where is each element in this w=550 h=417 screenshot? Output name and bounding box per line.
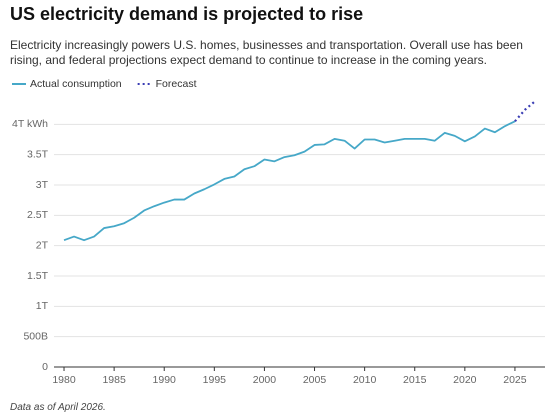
x-tick-label: 2025 (503, 374, 527, 386)
x-tick-label: 2000 (253, 374, 277, 386)
y-tick-label: 500B (23, 330, 48, 342)
x-tick-label: 1990 (153, 374, 177, 386)
x-tick-label: 2005 (303, 374, 327, 386)
x-tick-label: 2010 (353, 374, 377, 386)
chart-title: US electricity demand is projected to ri… (10, 4, 364, 24)
data-line (514, 100, 536, 123)
data-line (63, 120, 516, 242)
y-tick-label: 1.5T (27, 270, 49, 282)
y-tick-label: 3T (36, 179, 49, 191)
y-tick-label: 4T kWh (12, 118, 48, 130)
legend-label: Actual consumption (30, 78, 122, 90)
x-tick-label: 2015 (403, 374, 427, 386)
y-tick-label: 2.5T (27, 209, 49, 221)
footnote: Data as of April 2026. (10, 402, 106, 413)
chart-subtitle: Electricity increasingly powers U.S. hom… (10, 38, 523, 67)
y-tick-label: 1T (36, 300, 49, 312)
y-tick-label: 2T (36, 239, 49, 251)
x-tick-label: 1995 (203, 374, 227, 386)
y-tick-label: 0 (42, 361, 48, 373)
y-tick-label: 3.5T (27, 148, 49, 160)
x-tick-label: 1985 (102, 374, 126, 386)
x-tick-label: 2020 (453, 374, 477, 386)
legend-label: Forecast (156, 78, 197, 90)
x-tick-label: 1980 (52, 374, 76, 386)
